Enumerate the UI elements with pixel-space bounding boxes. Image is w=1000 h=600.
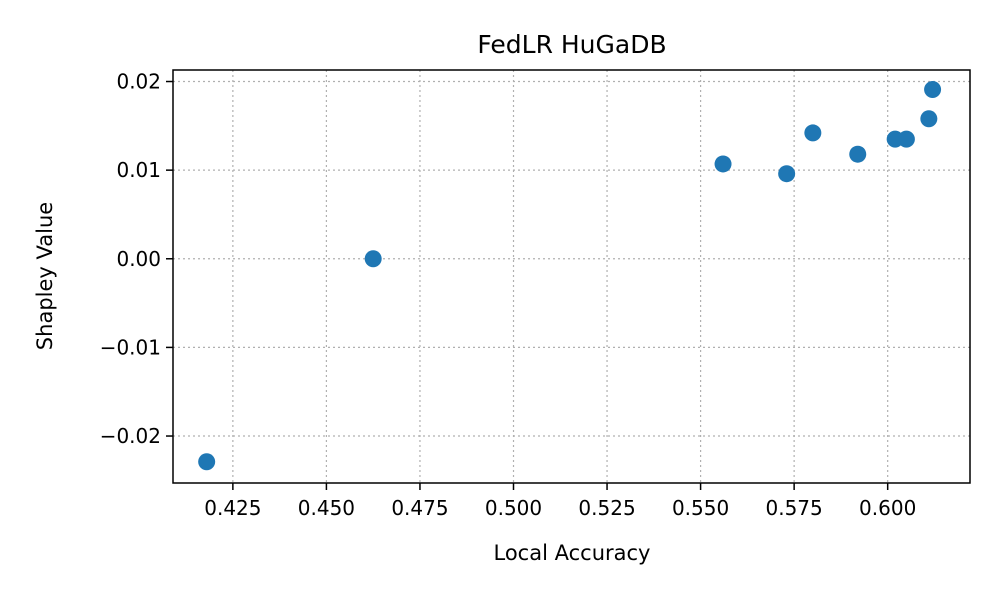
data-point [364, 250, 382, 268]
x-tick-label: 0.500 [485, 496, 542, 520]
data-point [804, 124, 822, 142]
x-tick-label: 0.475 [391, 496, 448, 520]
plot-frame [172, 69, 971, 484]
grid-lines [173, 70, 970, 483]
x-tick-label: 0.425 [204, 496, 261, 520]
data-point [714, 155, 732, 173]
y-tick-label: −0.02 [100, 424, 161, 448]
data-points [198, 80, 942, 471]
axis-ticks: 0.425 0.450 0.475 0.500 0.525 0.550 0.575 0.600… [100, 70, 917, 520]
y-tick-label: 0.01 [116, 158, 161, 182]
x-axis-label: Local Accuracy [494, 541, 651, 565]
y-tick-label: 0.00 [116, 247, 161, 271]
y-tick-label: −0.01 [100, 335, 161, 359]
x-tick-label: 0.575 [766, 496, 823, 520]
data-point [920, 110, 938, 128]
data-point [778, 165, 796, 183]
data-point [897, 130, 915, 148]
y-tick-label: 0.02 [116, 70, 161, 94]
data-point [924, 80, 942, 98]
x-tick-label: 0.525 [578, 496, 635, 520]
x-tick-label: 0.450 [298, 496, 355, 520]
chart-title: FedLR HuGaDB [477, 30, 666, 59]
x-tick-label: 0.550 [672, 496, 729, 520]
y-axis-label: Shapley Value [33, 202, 57, 350]
x-tick-label: 0.600 [859, 496, 916, 520]
data-point [198, 453, 216, 471]
data-point [849, 145, 867, 163]
